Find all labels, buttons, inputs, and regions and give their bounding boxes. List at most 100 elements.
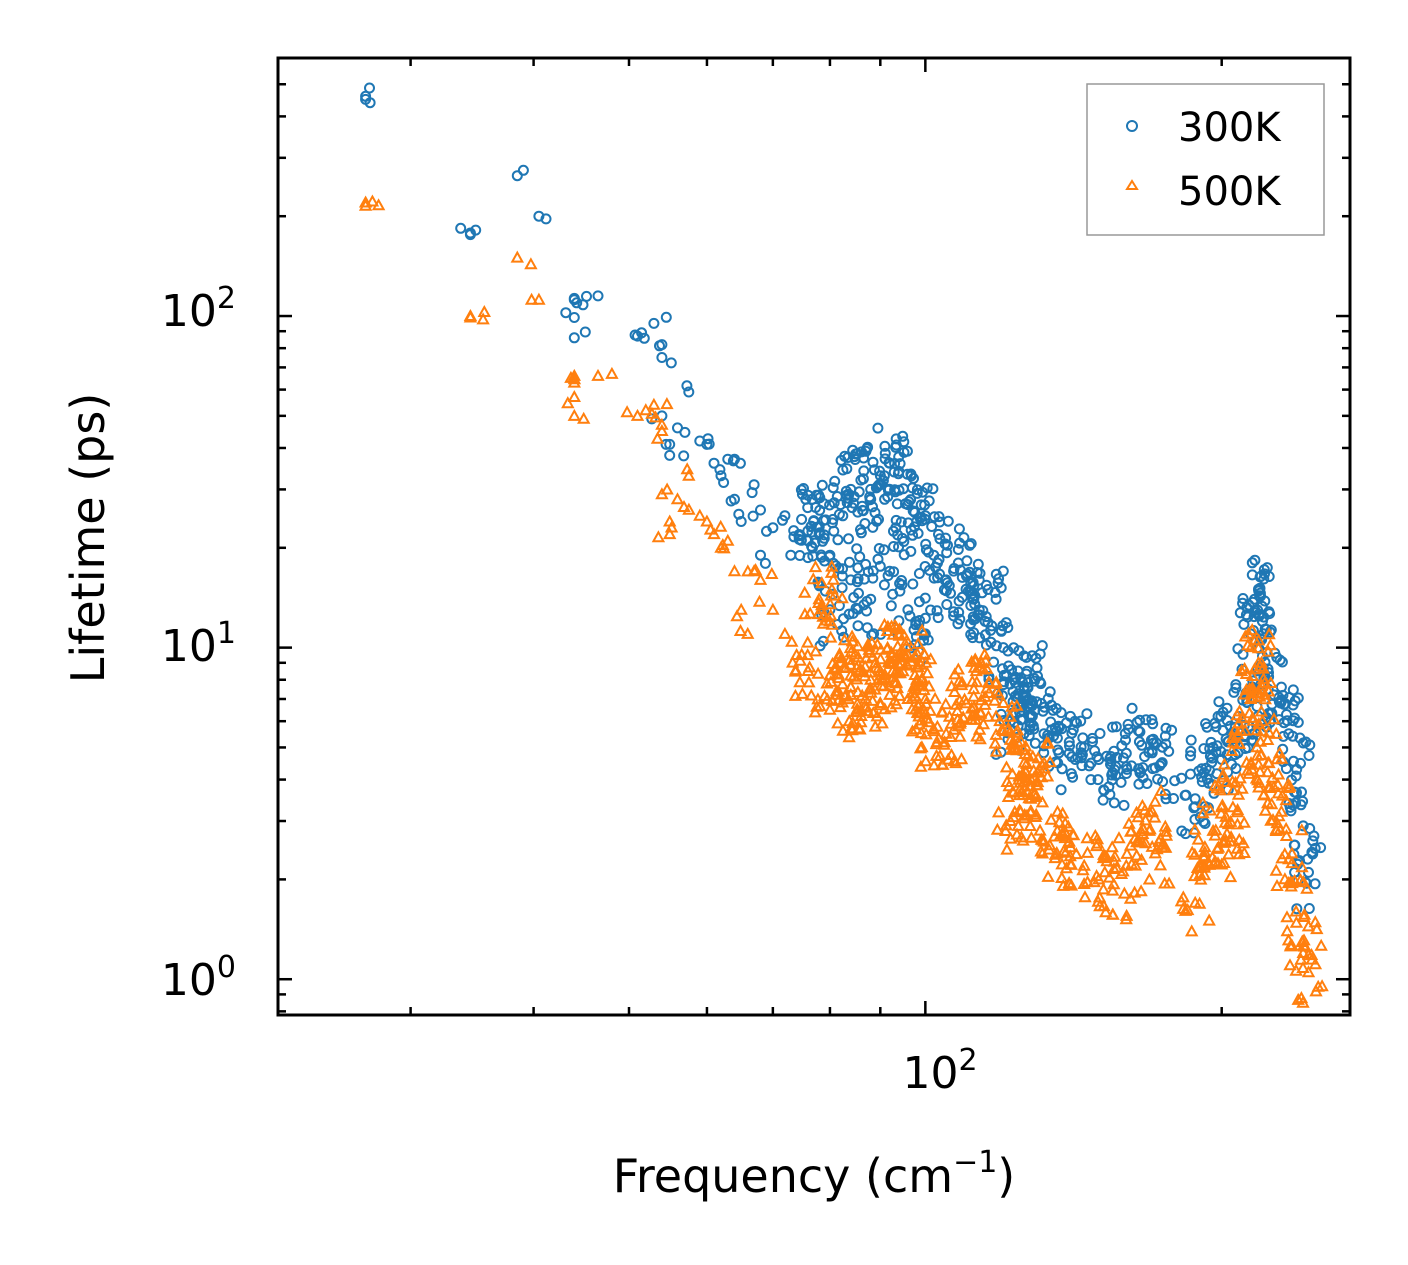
- y-axis-label: Lifetime (ps): [61, 393, 115, 684]
- data-point-500K: [1024, 830, 1039, 843]
- data-point-500K: [785, 634, 799, 647]
- data-point-300K: [733, 508, 745, 520]
- data-point-500K: [891, 639, 905, 652]
- data-point-300K: [1104, 789, 1116, 800]
- data-point-300K: [878, 544, 890, 556]
- data-point-300K: [581, 290, 592, 302]
- data-point-500K: [889, 697, 904, 710]
- data-point-300K: [1156, 757, 1168, 769]
- data-point-300K: [1016, 701, 1028, 713]
- y-tick-label-10: 101: [161, 616, 236, 672]
- data-point-500K: [1225, 743, 1239, 756]
- data-point-300K: [722, 453, 734, 465]
- data-point-500K: [1225, 729, 1240, 742]
- data-point-500K: [939, 697, 953, 710]
- data-point-300K: [919, 561, 931, 572]
- data-point-500K: [1252, 685, 1266, 698]
- data-point-500K: [1034, 832, 1049, 845]
- data-point-300K: [1292, 692, 1304, 704]
- data-point-500K: [1056, 878, 1070, 891]
- data-point-500K: [1230, 803, 1245, 816]
- data-point-500K: [990, 822, 1005, 835]
- data-point-500K: [1011, 818, 1025, 831]
- data-point-500K: [889, 620, 904, 633]
- data-point-500K: [893, 666, 907, 679]
- data-point-500K: [817, 688, 832, 701]
- data-point-500K: [1107, 877, 1121, 890]
- data-point-500K: [1314, 938, 1328, 951]
- data-point-500K: [989, 676, 1003, 689]
- data-point-300K: [1303, 750, 1315, 761]
- data-point-500K: [1216, 835, 1230, 848]
- data-point-500K: [1301, 965, 1316, 978]
- data-point-300K: [1297, 795, 1309, 807]
- data-point-500K: [811, 595, 826, 608]
- data-point-500K: [1215, 857, 1229, 870]
- data-point-500K: [1107, 861, 1121, 874]
- data-point-300K: [885, 600, 897, 612]
- data-point-300K: [1047, 704, 1059, 716]
- data-point-300K: [1303, 866, 1314, 878]
- data-point-300K: [1289, 695, 1301, 707]
- data-point-500K: [1080, 845, 1095, 858]
- data-point-300K: [1140, 714, 1152, 726]
- data-point-500K: [1191, 832, 1205, 845]
- data-point-300K: [560, 307, 572, 319]
- data-point-300K: [1206, 756, 1218, 768]
- data-point-500K: [1018, 807, 1032, 820]
- data-point-300K: [882, 484, 894, 496]
- data-point-500K: [1300, 881, 1314, 894]
- data-point-500K: [1310, 922, 1324, 935]
- data-point-500K: [883, 687, 897, 700]
- data-point-500K: [1280, 910, 1294, 923]
- data-point-500K: [1023, 804, 1038, 817]
- data-point-500K: [1281, 780, 1296, 793]
- data-point-300K: [1297, 820, 1309, 832]
- data-point-500K: [1119, 908, 1134, 921]
- data-point-500K: [648, 410, 663, 423]
- data-point-500K: [682, 468, 696, 481]
- data-point-500K: [880, 623, 894, 636]
- data-point-300K: [759, 557, 771, 569]
- data-point-300K: [1141, 778, 1153, 789]
- data-point-500K: [795, 647, 809, 660]
- data-point-500K: [825, 617, 839, 630]
- data-point-500K: [1089, 839, 1104, 852]
- data-point-500K: [1267, 712, 1281, 725]
- data-point-300K: [664, 449, 676, 461]
- data-point-300K: [934, 516, 946, 528]
- data-point-500K: [973, 705, 988, 718]
- data-point-500K: [1010, 827, 1024, 840]
- data-point-500K: [1237, 815, 1251, 828]
- data-point-300K: [833, 600, 845, 612]
- data-point-300K: [1215, 746, 1227, 757]
- data-point-500K: [605, 366, 619, 379]
- data-point-500K: [1213, 783, 1228, 796]
- data-point-500K: [1269, 823, 1283, 836]
- data-point-500K: [915, 740, 929, 753]
- data-point-500K: [880, 642, 894, 655]
- data-point-500K: [835, 677, 850, 690]
- data-point-300K: [1126, 702, 1138, 714]
- data-point-300K: [1018, 691, 1030, 703]
- data-point-500K: [1241, 763, 1255, 776]
- data-point-500K: [920, 711, 935, 724]
- data-point-300K: [940, 532, 952, 544]
- data-point-500K: [1236, 836, 1250, 849]
- data-point-500K: [892, 688, 907, 701]
- data-point-300K: [1230, 682, 1242, 694]
- data-point-300K: [832, 534, 844, 546]
- data-point-500K: [1053, 829, 1067, 842]
- data-point-300K: [867, 521, 879, 533]
- data-point-500K: [765, 566, 779, 579]
- data-point-300K: [1055, 784, 1067, 796]
- data-point-500K: [877, 617, 892, 630]
- data-point-300K: [889, 484, 901, 496]
- data-point-500K: [815, 598, 829, 611]
- data-point-300K: [1280, 763, 1292, 775]
- data-point-300K: [1179, 789, 1191, 801]
- data-point-500K: [1142, 805, 1157, 818]
- data-point-500K: [524, 292, 539, 305]
- data-point-500K: [1128, 858, 1143, 871]
- data-point-500K: [922, 679, 936, 692]
